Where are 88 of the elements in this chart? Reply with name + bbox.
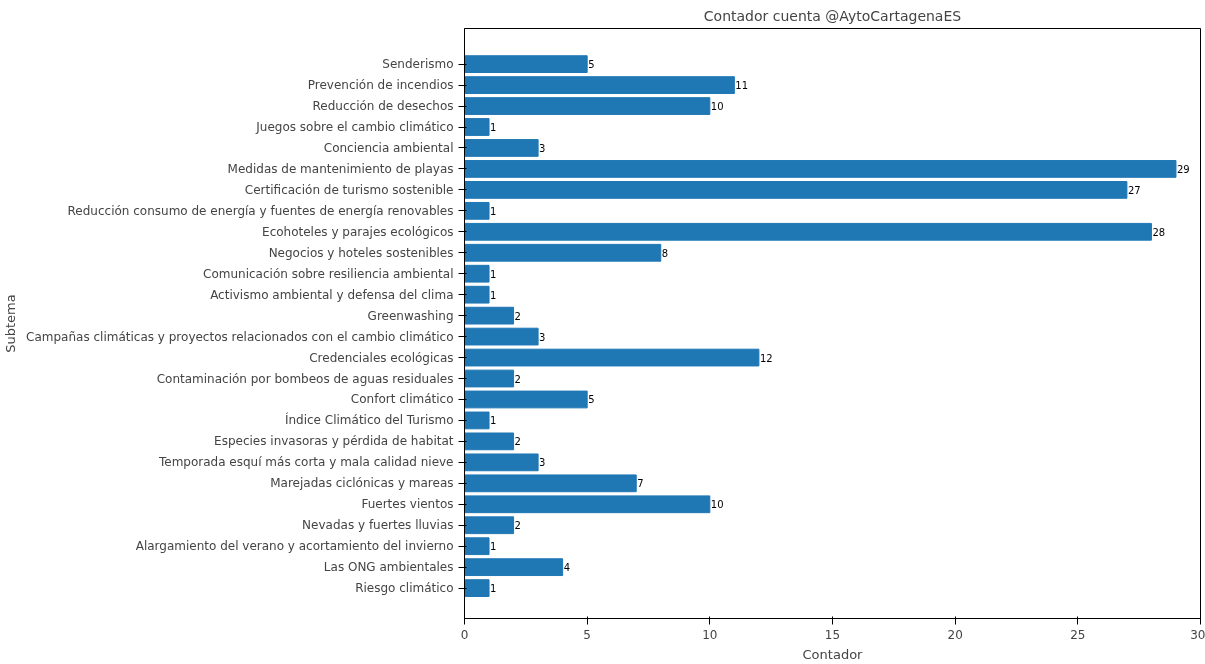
y-tick-label: Ecohoteles y parajes ecológicos: [262, 224, 454, 239]
y-tick-label: Índice Climático del Turismo: [284, 412, 454, 428]
bar: [464, 327, 539, 346]
data-label: 1: [490, 122, 497, 134]
x-tick-label: 20: [947, 627, 963, 642]
data-label: 3: [539, 331, 546, 343]
y-tick-label: Comunicación sobre resiliencia ambiental: [203, 266, 454, 281]
data-label: 5: [588, 59, 595, 71]
bar: [464, 348, 760, 367]
bar: [464, 306, 515, 325]
data-label: 2: [514, 373, 521, 385]
y-tick-label: Activismo ambiental y defensa del clima: [210, 287, 454, 302]
bar: [464, 160, 1177, 178]
y-axis-title: Subtema: [3, 294, 19, 353]
x-tick-label: 25: [1070, 627, 1086, 642]
y-tick-label: Campañas climáticas y proyectos relacionados con el cambio climático: [26, 329, 454, 344]
data-label: 1: [490, 205, 497, 217]
y-tick-label: Conciencia ambiental: [323, 140, 454, 155]
bar: [464, 139, 539, 157]
x-tick-label: 10: [702, 627, 718, 642]
data-label: 29: [1176, 163, 1190, 175]
y-tick-label: Marejadas ciclónicas y mareas: [270, 476, 454, 491]
data-label: 5: [588, 394, 595, 406]
bar: [464, 181, 1128, 199]
bar: [464, 76, 735, 94]
bar: [464, 118, 490, 136]
data-label: 1: [490, 289, 497, 301]
x-axis-title: Contador: [802, 646, 864, 662]
bar: [464, 285, 490, 304]
bar: [464, 558, 564, 577]
y-tick-label: Alargamiento del verano y acortamiento del invierno: [135, 539, 454, 554]
x-tick-label: 30: [1190, 627, 1205, 642]
data-label: 7: [637, 478, 644, 490]
data-label: 1: [490, 541, 497, 553]
bar: [464, 579, 490, 597]
y-tick-label: Temporada esquí más corta y mala calidad nieve: [157, 455, 454, 470]
data-label: 8: [661, 247, 669, 259]
y-tick-label: Contaminación por bombeos de aguas residuales: [156, 371, 454, 386]
y-tick-label: Nevadas y fuertes lluvias: [302, 518, 454, 533]
data-label: 1: [490, 583, 497, 595]
data-label: 27: [1127, 184, 1141, 196]
data-label: 1: [490, 268, 497, 280]
y-tick-label: Senderismo: [382, 57, 454, 72]
y-tick-label: Medidas de mantenimiento de playas: [227, 161, 454, 176]
bar: [464, 453, 539, 472]
bar: [464, 495, 711, 514]
bar: [464, 516, 515, 535]
data-label: 10: [710, 499, 724, 511]
x-tick-label: 15: [824, 627, 841, 642]
y-tick-label: Credenciales ecológicas: [309, 350, 454, 365]
data-label: 28: [1152, 226, 1166, 238]
y-tick-label: Especies invasoras y pérdida de habitat: [214, 434, 454, 449]
data-label: 3: [539, 142, 546, 154]
bar: [464, 390, 588, 409]
bar: [464, 243, 662, 262]
y-tick-label: Fuertes vientos: [361, 497, 454, 512]
y-tick-label: Greenwashing: [367, 308, 454, 323]
y-tick-label: Confort climático: [350, 392, 454, 407]
bar: [464, 222, 1152, 241]
chart-title: Contador cuenta @AytoCartagenaES: [703, 7, 962, 24]
y-tick-label: Certificación de turismo sostenible: [244, 182, 454, 197]
data-label: 11: [735, 80, 749, 92]
bar: [464, 55, 588, 74]
y-tick-label: Riesgo climático: [355, 581, 454, 596]
data-label: 3: [539, 457, 546, 469]
data-label: 4: [563, 562, 571, 574]
data-label: 2: [514, 310, 521, 322]
bar: [464, 97, 711, 115]
y-tick-label: Prevención de incendios: [307, 78, 454, 93]
data-label: 1: [490, 415, 497, 427]
data-label: 12: [759, 352, 773, 364]
y-tick-label: Las ONG ambientales: [323, 560, 454, 575]
data-label: 2: [514, 436, 521, 448]
bar: [464, 474, 637, 493]
bar: [464, 264, 490, 283]
y-tick-label: Reducción consumo de energía y fuentes de energía renovables: [67, 203, 454, 218]
bar: [464, 411, 490, 430]
x-tick-label: 5: [583, 627, 591, 642]
data-label: 2: [514, 520, 521, 532]
bar: [464, 369, 515, 388]
y-tick-label: Negocios y hoteles sostenibles: [268, 245, 454, 260]
bar: [464, 201, 490, 220]
y-tick-label: Reducción de desechos: [312, 99, 454, 114]
x-tick-label: 0: [460, 627, 469, 642]
data-label: 10: [710, 101, 724, 113]
bar: [464, 537, 490, 556]
y-tick-label: Juegos sobre el cambio climático: [255, 120, 454, 135]
bar: [464, 432, 515, 451]
